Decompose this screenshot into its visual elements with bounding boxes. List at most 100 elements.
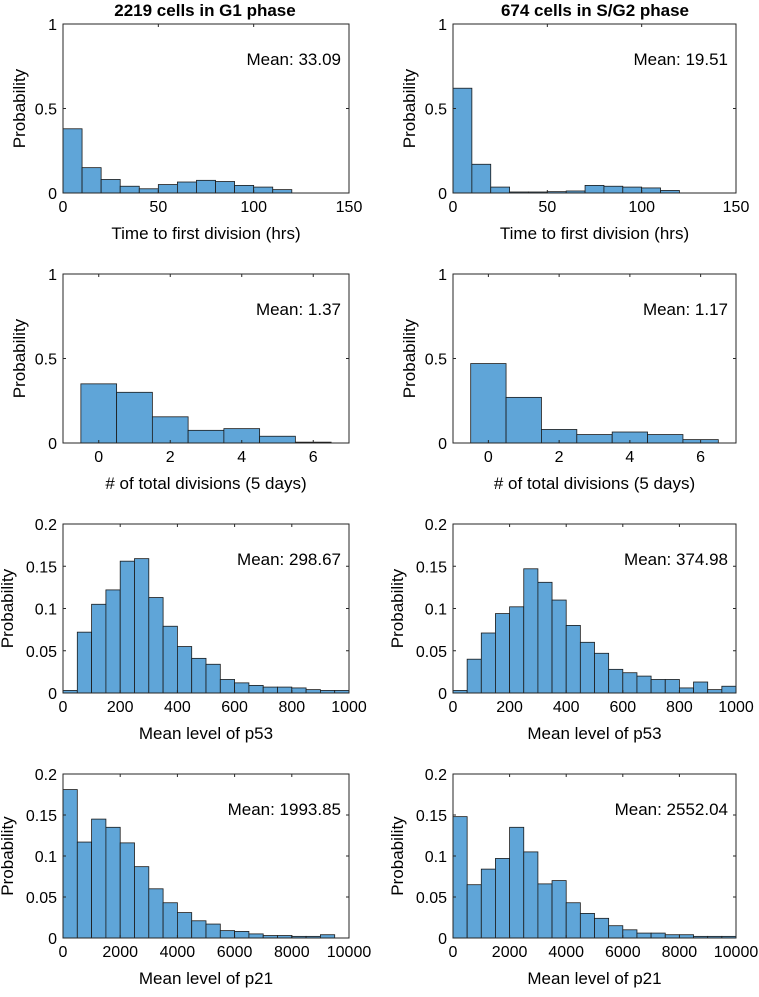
histogram-bar (272, 189, 293, 194)
histogram-bar (259, 435, 296, 444)
histogram-bar (480, 632, 496, 694)
y-axis-label: Probability (10, 318, 29, 398)
histogram-bar (509, 826, 525, 939)
y-tick-label: 0 (438, 186, 447, 203)
histogram-bar (537, 581, 553, 694)
histogram-bar (551, 880, 567, 939)
x-tick-label: 4000 (548, 944, 584, 961)
histogram-bar (119, 842, 135, 939)
histogram-bar (291, 687, 307, 694)
x-tick-label: 4 (237, 449, 246, 466)
x-tick-label: 0 (59, 199, 68, 216)
panel-5: 0 200 400 600 800 1000 0 0.05 0.1 0.15 0.2 Mean lev… (388, 517, 754, 743)
histogram-bar (647, 434, 684, 444)
column-title-sg2: 674 cells in S/G2 phase (501, 1, 689, 20)
x-tick-label: 6 (309, 449, 318, 466)
histogram-bar (523, 851, 539, 939)
histogram-bar (100, 179, 121, 194)
histogram-bar (509, 606, 525, 694)
histogram-bar (622, 672, 638, 694)
histogram-bar (91, 603, 107, 694)
histogram-bar (470, 363, 507, 444)
x-tick-label: 800 (666, 699, 693, 716)
histogram-bar (176, 181, 197, 194)
histogram-bar (148, 597, 164, 694)
histogram-bar (579, 913, 595, 939)
y-axis-label: Probability (0, 568, 17, 648)
x-tick-label: 6000 (605, 944, 641, 961)
y-tick-label: 0 (48, 686, 57, 703)
y-tick-label: 0.2 (425, 517, 447, 534)
histogram-bar (537, 883, 553, 939)
histogram-bar (119, 185, 140, 194)
histogram-bar (636, 932, 652, 939)
histogram-bar (466, 884, 482, 939)
histogram-bar (119, 560, 135, 694)
histogram-bar (495, 613, 511, 694)
histogram-bar (603, 185, 624, 194)
x-tick-label: 2000 (492, 944, 528, 961)
histogram-bar (622, 929, 638, 939)
x-tick-label: 0 (449, 944, 458, 961)
panel-1: 0 50 100 150 0 0.5 1 Time to first division (hr… (400, 17, 749, 243)
histogram-bar (162, 625, 178, 694)
y-tick-label: 0.05 (416, 890, 447, 907)
y-tick-label: 0.1 (425, 849, 447, 866)
histogram-bar (196, 179, 216, 194)
x-tick-label: 600 (609, 699, 636, 716)
histogram-bar (219, 930, 236, 939)
histogram-bar (641, 187, 661, 194)
x-tick-label: 2 (555, 449, 564, 466)
histogram-bar (565, 625, 581, 694)
histogram-bar (176, 912, 193, 939)
histogram-bar (138, 188, 159, 194)
x-tick-label: 4 (625, 449, 634, 466)
histogram-bar (76, 841, 93, 939)
x-tick-label: 0 (449, 199, 458, 216)
histogram-bar (608, 925, 624, 939)
y-tick-label: 0.05 (416, 644, 447, 661)
histogram-bar (693, 681, 709, 694)
histogram-bar (594, 917, 610, 939)
panel-7: 0 2000 4000 6000 8000 10000 0 0.05 0.1 0.15 0.2 Mea… (388, 767, 758, 988)
y-tick-label: 0.5 (425, 102, 447, 119)
mean-annotation: Mean: 374.98 (624, 550, 728, 569)
histogram-bar (452, 87, 473, 194)
x-tick-label: 400 (553, 699, 580, 716)
histogram-bar (151, 416, 189, 444)
panel-6: 0 2000 4000 6000 8000 10000 0 0.05 0.1 0.15 0.2 Mea… (0, 767, 371, 988)
y-axis-label: Probability (400, 318, 419, 398)
histogram-bar (636, 675, 652, 694)
x-tick-label: 0 (484, 449, 493, 466)
y-tick-label: 0.05 (26, 644, 57, 661)
histogram-bar (234, 931, 250, 939)
x-tick-label: 150 (336, 199, 363, 216)
histogram-bar (248, 684, 264, 694)
histogram-bar (650, 932, 666, 939)
x-tick-label: 400 (164, 699, 191, 716)
histogram-bar (191, 657, 207, 694)
x-tick-label: 10000 (714, 944, 759, 961)
x-tick-label: 100 (240, 199, 267, 216)
y-tick-label: 0 (48, 186, 57, 203)
mean-annotation: Mean: 1993.85 (228, 800, 341, 819)
histogram-bar (579, 641, 595, 694)
x-axis-label: Mean level of p21 (527, 969, 661, 988)
histogram-bar (76, 631, 93, 694)
y-tick-label: 0 (438, 436, 447, 453)
histogram-bar (452, 816, 468, 939)
histogram-bar (162, 902, 178, 939)
mean-annotation: Mean: 1.37 (256, 300, 341, 319)
x-tick-label: 1000 (331, 699, 367, 716)
y-tick-label: 1 (438, 267, 447, 284)
y-tick-label: 0 (48, 436, 57, 453)
histogram-bar (205, 663, 221, 694)
x-tick-label: 2000 (102, 944, 138, 961)
y-tick-label: 0.5 (35, 352, 57, 369)
histogram-bar (105, 589, 121, 694)
y-tick-label: 0.2 (35, 767, 57, 784)
histogram-bar (134, 866, 150, 939)
x-tick-label: 6 (696, 449, 705, 466)
x-axis-label: Mean level of p53 (139, 724, 273, 743)
histogram-bar (650, 679, 666, 694)
